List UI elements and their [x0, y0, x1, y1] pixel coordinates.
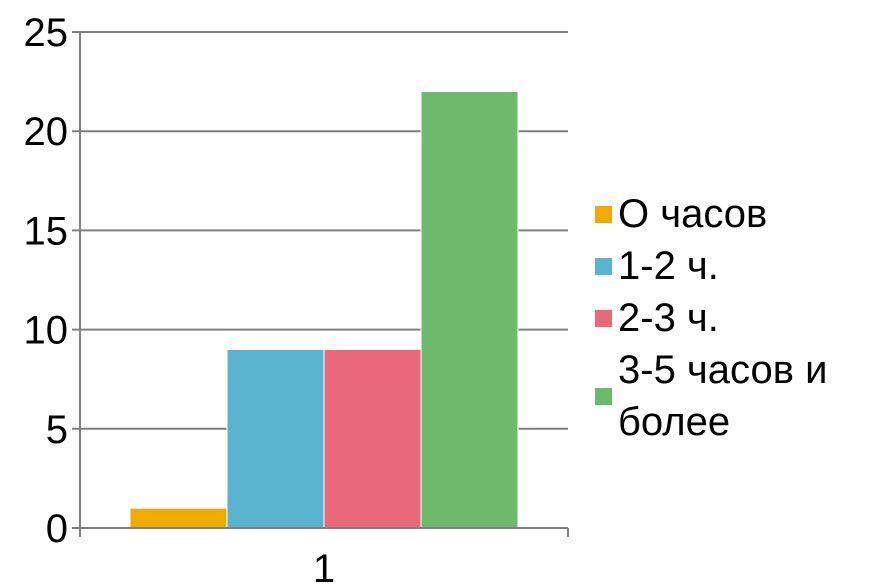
y-tick-label-3: 15 [24, 209, 69, 253]
bar-series-3 [420, 91, 519, 529]
y-tick-label-1: 5 [46, 408, 68, 452]
y-tick-label-5: 25 [24, 11, 69, 55]
legend-swatch [595, 309, 612, 327]
bar-series-0 [129, 507, 228, 529]
legend-item: О часов [595, 188, 867, 240]
legend: О часов 1-2 ч. 2-3 ч. 3-5 часов и более [595, 188, 867, 448]
x-category-label-0: 1 [313, 547, 335, 585]
legend-item: 2-3 ч. [595, 292, 867, 344]
legend-label: 3-5 часов и более [618, 348, 828, 444]
legend-swatch [595, 257, 612, 275]
legend-item: 3-5 часов и более [595, 344, 867, 448]
legend-swatch [595, 387, 612, 405]
legend-label: 2-3 ч. [618, 296, 719, 340]
legend-label: 1-2 ч. [618, 244, 719, 288]
bar-series-2 [323, 348, 422, 529]
y-tick-label-0: 0 [46, 507, 68, 551]
legend-swatch [595, 205, 612, 223]
axes [72, 32, 569, 537]
bar-series-1 [226, 348, 325, 529]
bars [129, 91, 519, 529]
tick-labels: 0 5 10 15 20 25 1 [24, 11, 336, 585]
y-tick-label-4: 20 [24, 110, 69, 154]
y-tick-label-2: 10 [24, 309, 69, 353]
legend-label: О часов [618, 192, 768, 236]
legend-item: 1-2 ч. [595, 240, 867, 292]
